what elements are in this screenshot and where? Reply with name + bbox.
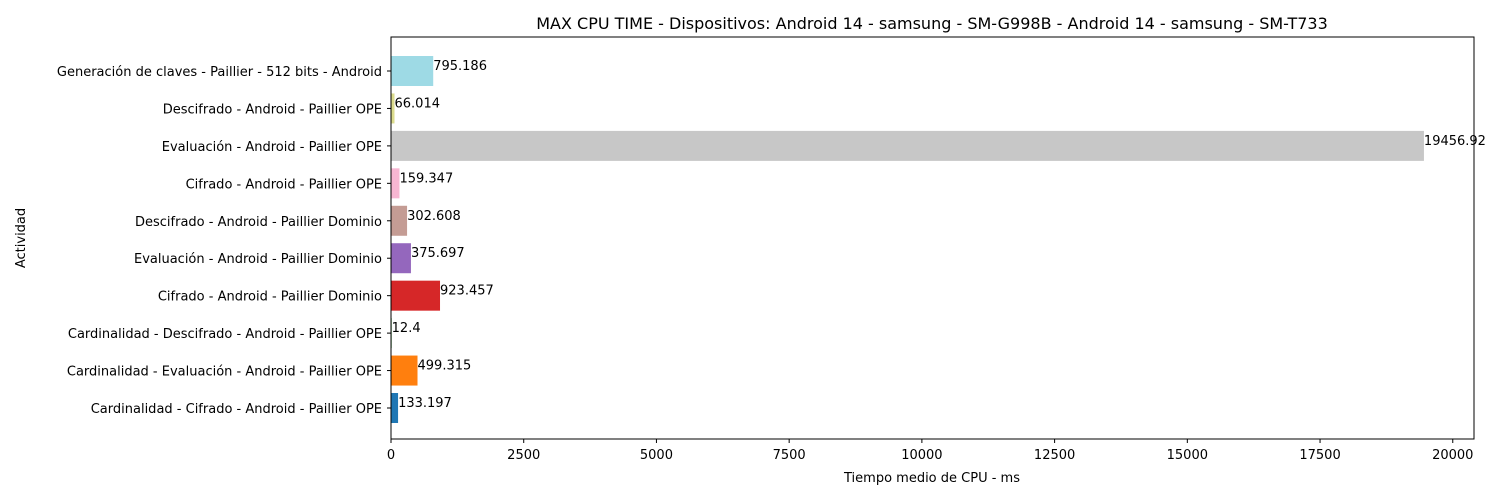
bar-0 bbox=[391, 393, 399, 423]
x-tick-label-1: 2500 bbox=[507, 448, 540, 463]
bar-1 bbox=[391, 355, 418, 386]
bar-4 bbox=[391, 243, 411, 274]
y-tick-label-8: Descifrado - Android - Paillier OPE bbox=[163, 102, 382, 117]
y-tick-label-7: Evaluación - Android - Paillier OPE bbox=[162, 140, 382, 155]
x-tick-label-3: 7500 bbox=[773, 448, 806, 463]
chart-title: MAX CPU TIME - Dispositivos: Android 14 … bbox=[536, 14, 1328, 33]
data-label-3: 923.457 bbox=[440, 284, 494, 299]
y-tick-label-9: Generación de claves - Paillier - 512 bi… bbox=[57, 65, 382, 80]
y-tick-label-2: Cardinalidad - Descifrado - Android - Pa… bbox=[68, 327, 382, 342]
plot-frame bbox=[390, 36, 1475, 440]
y-tick-label-3: Cifrado - Android - Paillier Dominio bbox=[158, 290, 382, 305]
x-tick-label-0: 0 bbox=[387, 448, 395, 463]
data-label-7: 19456.92 bbox=[1424, 134, 1486, 149]
y-tick-label-6: Cifrado - Android - Paillier OPE bbox=[186, 177, 382, 192]
x-axis: 0 2500 5000 7500 10000 12500 15000 17500 20000 bbox=[387, 439, 1473, 463]
bar-5 bbox=[391, 205, 408, 236]
data-label-6: 159.347 bbox=[399, 171, 453, 186]
data-label-4: 375.697 bbox=[411, 246, 465, 261]
y-tick-label-1: Cardinalidad - Evaluación - Android - Pa… bbox=[67, 365, 382, 380]
bar-6 bbox=[391, 168, 400, 199]
bar-7 bbox=[391, 130, 1424, 161]
x-tick-label-2: 5000 bbox=[640, 448, 673, 463]
y-tick-label-4: Evaluación - Android - Paillier Dominio bbox=[134, 252, 382, 267]
bars-layer bbox=[391, 56, 1424, 423]
y-tick-label-5: Descifrado - Android - Paillier Dominio bbox=[135, 215, 382, 230]
data-label-8: 66.014 bbox=[395, 96, 441, 111]
data-label-0: 133.197 bbox=[398, 396, 452, 411]
bar-3 bbox=[391, 280, 441, 311]
data-label-2: 12.4 bbox=[392, 321, 421, 336]
x-tick-label-8: 20000 bbox=[1432, 448, 1473, 463]
x-tick-label-7: 17500 bbox=[1299, 448, 1340, 463]
bar-9 bbox=[391, 56, 434, 86]
data-label-1: 499.315 bbox=[418, 359, 472, 374]
x-tick-label-5: 12500 bbox=[1034, 448, 1075, 463]
x-tick-label-4: 10000 bbox=[901, 448, 942, 463]
y-tick-label-0: Cardinalidad - Cifrado - Android - Paill… bbox=[91, 402, 382, 417]
y-axis: Cardinalidad - Cifrado - Android - Paill… bbox=[57, 65, 391, 417]
data-label-9: 795.186 bbox=[433, 59, 487, 74]
data-label-5: 302.608 bbox=[407, 209, 461, 224]
x-tick-label-6: 15000 bbox=[1167, 448, 1208, 463]
bar-8 bbox=[391, 93, 395, 124]
x-axis-label: Tiempo medio de CPU - ms bbox=[843, 471, 1020, 486]
data-labels-layer: 133.197 499.315 12.4 923.457 375.697 302.608 1… bbox=[392, 59, 1486, 411]
y-axis-label: Actividad bbox=[14, 208, 29, 268]
